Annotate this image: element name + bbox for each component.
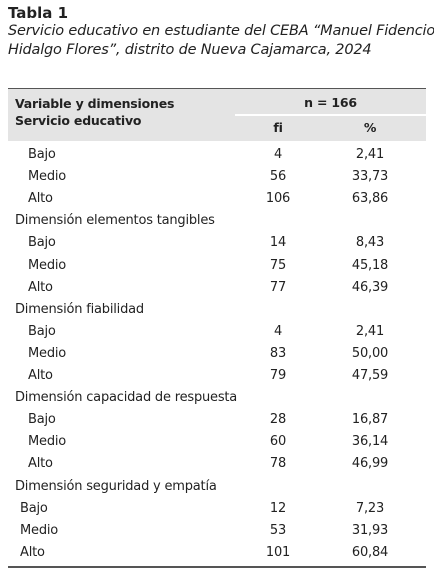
pct-cell: 36,14 [351,434,389,450]
pct-cell: 46,99 [351,456,389,472]
row-label: Alto [28,279,53,295]
pct-cell: 47,59 [351,368,389,383]
header-divider [235,114,426,116]
fi-cell: 75 [269,257,287,273]
row-label: Alto [28,191,53,207]
row-label: Bajo [28,323,56,339]
row-label: Medio [28,345,67,361]
row-label: Bajo [28,235,56,251]
fi-cell: 53 [269,522,287,538]
fi-cell: 14 [269,235,287,251]
pct-cell: 7,23 [355,500,385,516]
row-label: Medio [28,257,67,273]
pct-cell: 16,87 [351,412,389,428]
fi-cell: 77 [269,279,287,295]
pct-cell: 46,39 [351,279,389,295]
group-label: Dimensión seguridad y empatía [15,478,217,494]
fi-cell: 83 [269,345,287,361]
pct-cell: 60,84 [351,544,389,560]
fi-cell: 12 [269,500,287,516]
row-label: Alto [20,544,45,560]
table-header [8,88,426,141]
header-cell: Servicio educativo [15,113,142,128]
header-cell: n = 166 [304,95,357,110]
fi-cell: 60 [269,434,287,450]
fi-cell: 78 [269,456,287,472]
pct-cell: 2,41 [355,323,385,339]
pct-cell: 63,86 [351,191,389,207]
fi-cell: 28 [269,412,287,428]
header-cell: Variable y dimensiones [15,96,175,111]
table-title: Tabla 1 [8,4,69,22]
fi-cell: 106 [265,191,291,207]
pct-cell: 45,18 [351,257,389,273]
header-cell: % [363,120,377,135]
pct-cell: 8,43 [355,235,385,251]
row-label: Bajo [28,147,56,162]
fi-cell: 56 [269,169,287,185]
row-label: Bajo [28,412,56,428]
pct-cell: 2,41 [355,147,385,162]
fi-cell: 4 [273,323,283,339]
pct-cell: 31,93 [351,522,389,538]
pct-cell: 50,00 [351,345,389,361]
group-label: Dimensión fiabilidad [15,301,144,317]
group-label: Dimensión capacidad de respuesta [15,390,238,406]
bottom-rule [8,566,426,568]
caption-line: Hidalgo Flores”, distrito de Nueva Cajam… [8,42,372,58]
row-label: Alto [28,456,53,472]
pct-cell: 33,73 [351,169,389,185]
row-label: Bajo [20,500,48,516]
header-cell: fi [273,120,283,135]
row-label: Medio [28,169,67,185]
group-label: Dimensión elementos tangibles [15,213,215,229]
fi-cell: 79 [269,368,287,383]
row-label: Medio [20,522,59,538]
row-label: Medio [28,434,67,450]
fi-cell: 4 [273,147,283,162]
row-label: Alto [28,368,53,383]
caption-line: Servicio educativo en estudiante del CEB… [8,23,434,39]
fi-cell: 101 [265,544,291,560]
